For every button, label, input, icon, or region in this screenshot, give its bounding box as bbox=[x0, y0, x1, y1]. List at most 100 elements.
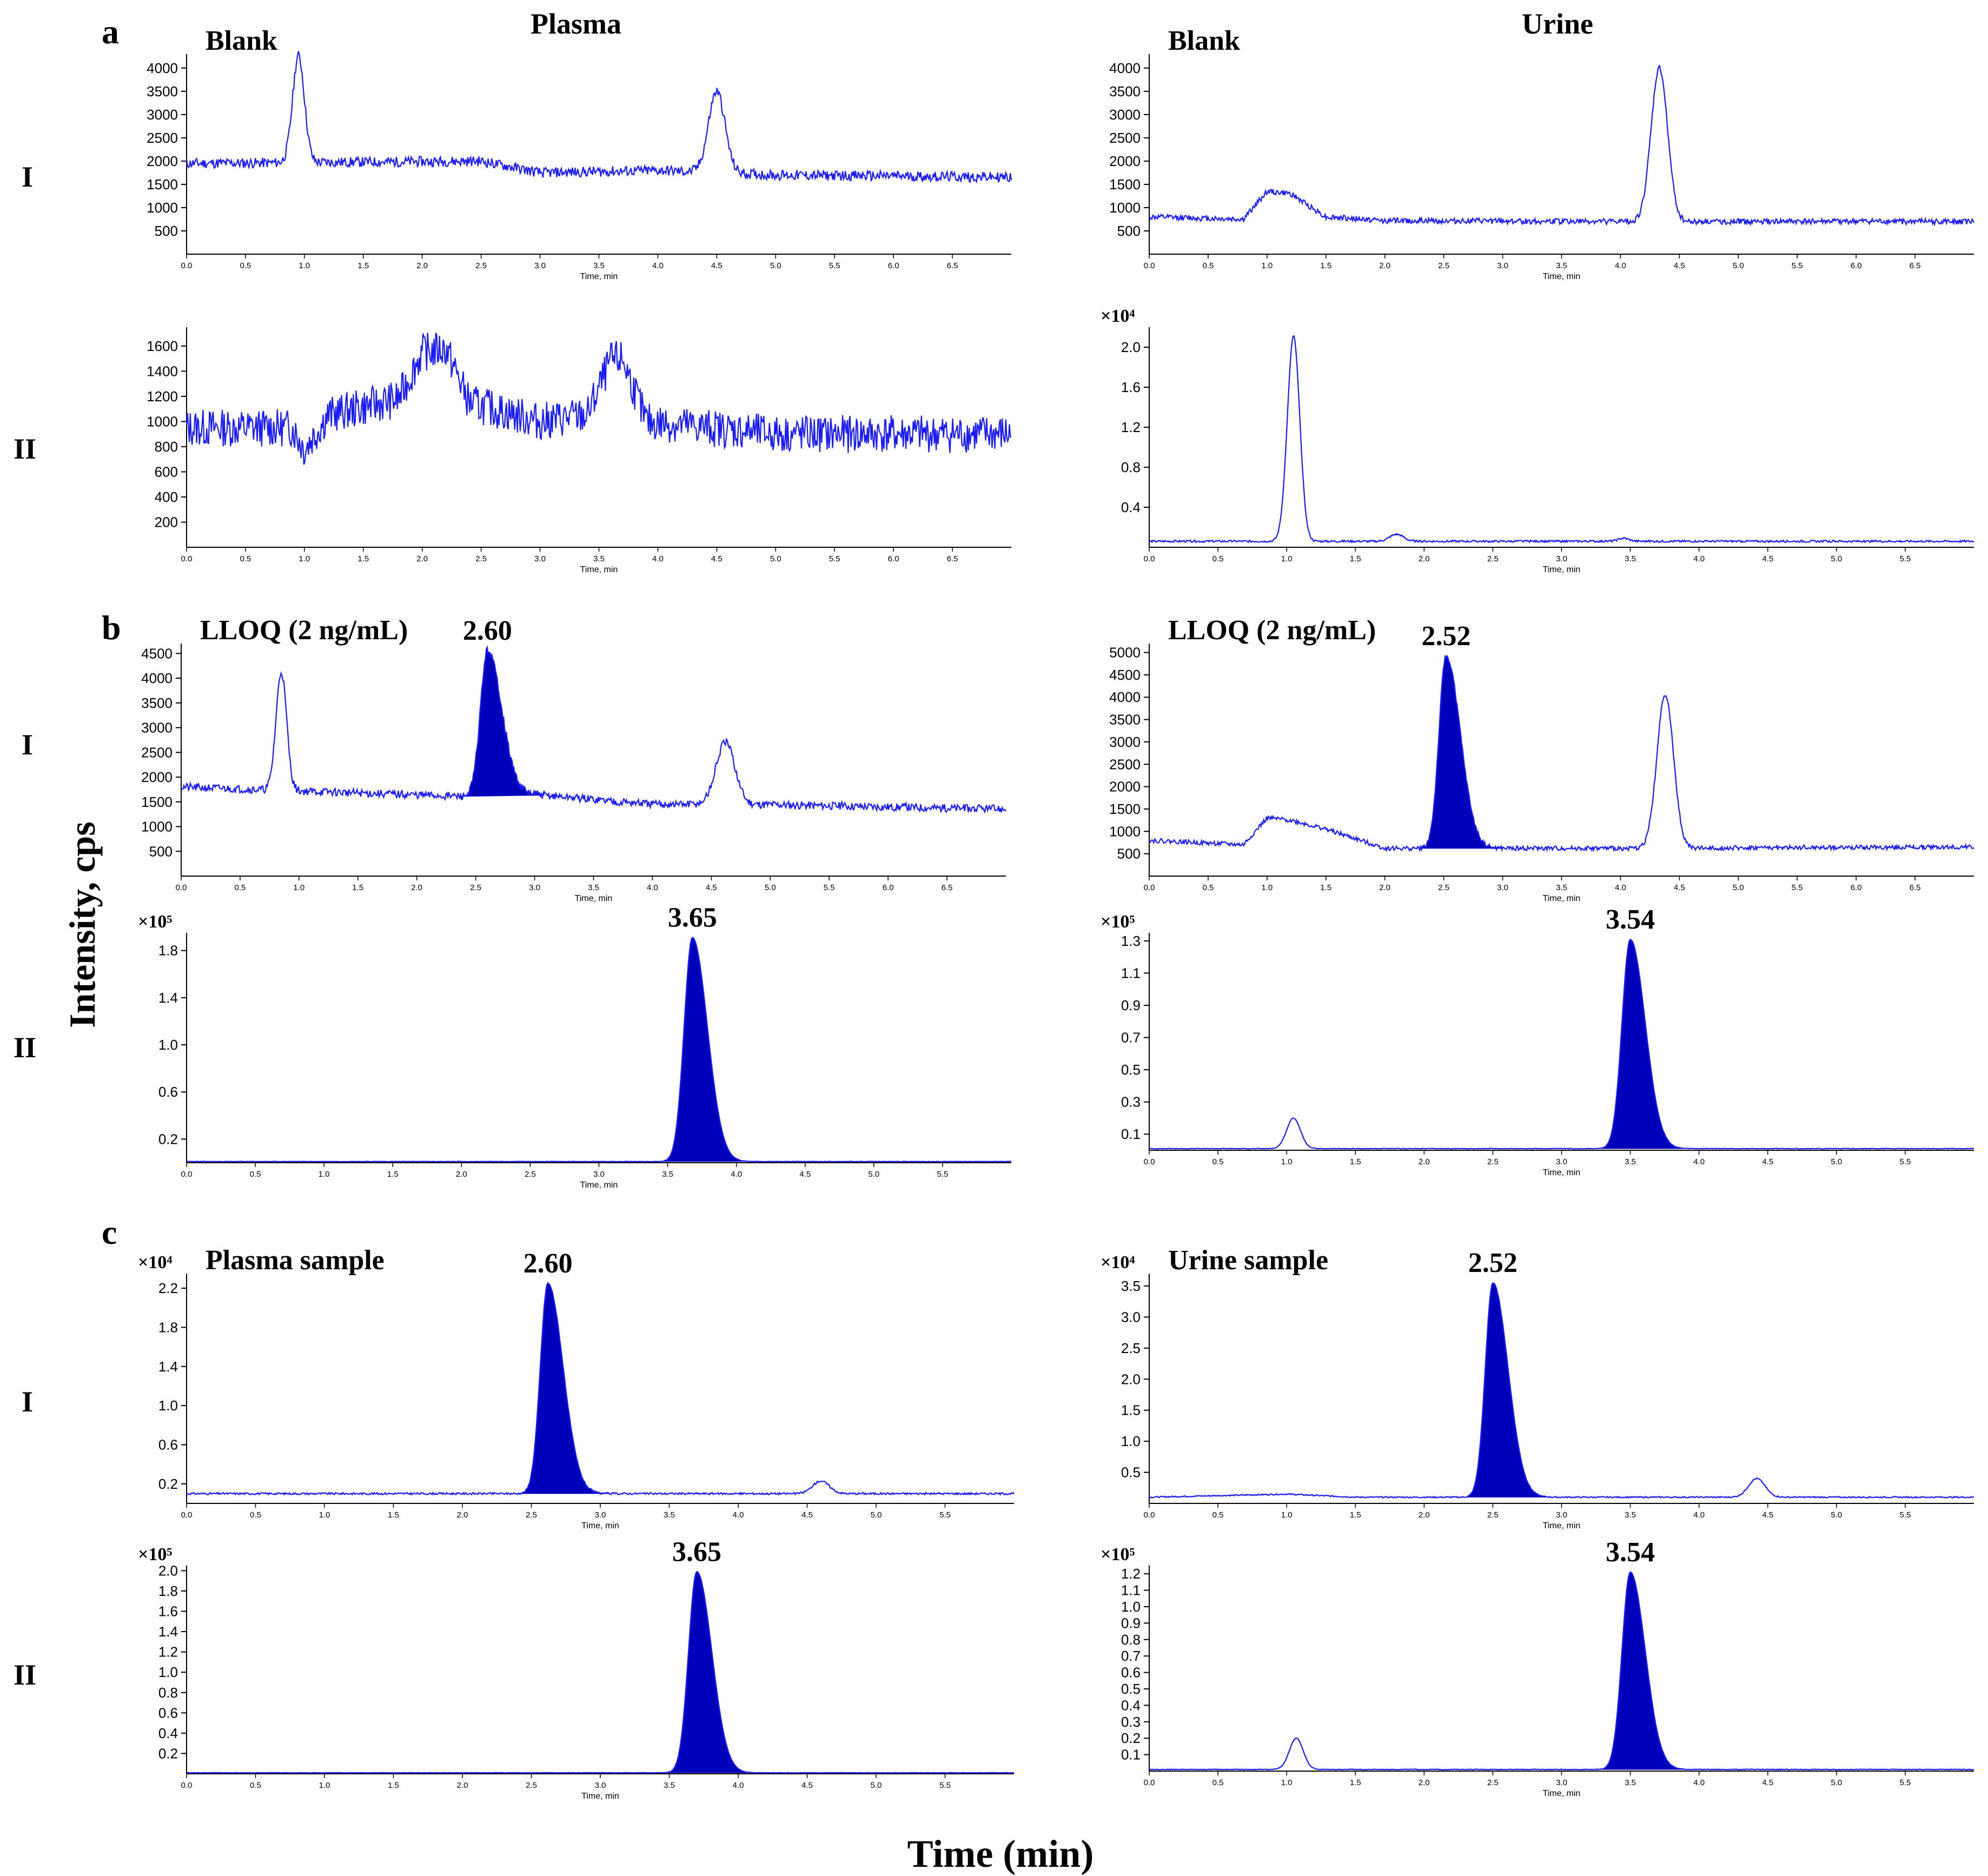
x-tick-label: 2.5 bbox=[1487, 1157, 1499, 1166]
x-axis-label: Time (min) bbox=[907, 1832, 1094, 1875]
x-tick-label: 1.5 bbox=[1350, 1157, 1361, 1166]
x-tick-label: 3.5 bbox=[593, 261, 605, 270]
x-tick-label: 1.5 bbox=[388, 1510, 399, 1520]
y-tick-label: 1.0 bbox=[158, 1037, 178, 1053]
x-tick-label: 2.0 bbox=[416, 261, 428, 270]
chart-panel-a-urine-II: 0.4 0.8 1.2 1.6 2.0 0.0 0.5 1.0 1.5 2.0 2.5 3.0 3.5 4… bbox=[1101, 306, 1974, 574]
y-tick-label: 0.6 bbox=[1121, 1665, 1141, 1681]
y-tick-label: 5000 bbox=[1109, 645, 1141, 661]
x-tick-label: 3.5 bbox=[1556, 261, 1567, 270]
section-letter-c: c bbox=[102, 1213, 117, 1251]
x-tick-label: 5.5 bbox=[1899, 1778, 1911, 1787]
x-tick-label: 0.0 bbox=[181, 261, 193, 270]
y-tick-label: 200 bbox=[155, 514, 178, 530]
y-exponent-label: ×10⁴ bbox=[1101, 306, 1135, 326]
x-tick-label: 3.5 bbox=[1625, 554, 1636, 564]
y-tick-label: 1200 bbox=[147, 388, 178, 405]
y-tick-label: 1000 bbox=[1109, 823, 1141, 839]
y-tick-label: 3.0 bbox=[1121, 1309, 1141, 1325]
y-tick-label: 0.8 bbox=[1121, 1632, 1141, 1648]
y-tick-label: 500 bbox=[155, 223, 178, 239]
x-tick-label: 5.0 bbox=[871, 1510, 882, 1520]
section-letter-b: b bbox=[102, 608, 121, 647]
y-tick-label: 1.4 bbox=[158, 1358, 178, 1375]
x-tick-label: 5.5 bbox=[1899, 1510, 1911, 1520]
x-tick-label: 1.5 bbox=[387, 1170, 399, 1179]
x-tick-label: 2.0 bbox=[1379, 261, 1390, 270]
chart-panel-a-plasma-I: 500 1000 1500 2000 2500 3000 3500 4000 0.0 0.5 1.0… bbox=[147, 25, 1012, 281]
x-tick-label: 1.0 bbox=[1281, 554, 1293, 564]
x-tick-label: 3.5 bbox=[1625, 1157, 1636, 1166]
y-tick-label: 4000 bbox=[1109, 60, 1141, 76]
chart-panel-b-urine-II: 0.1 0.3 0.5 0.7 0.9 1.1 1.3 0.0 0.5 1.0 1.5 2.0 2.5 3… bbox=[1101, 904, 1974, 1177]
x-axis-small-title: Time, min bbox=[580, 565, 618, 574]
peak-retention-label: 2.52 bbox=[1468, 1248, 1517, 1278]
y-tick-label: 500 bbox=[1117, 223, 1141, 239]
trace-line bbox=[1149, 938, 1974, 1150]
x-tick-label: 4.5 bbox=[1674, 261, 1685, 270]
x-tick-label: 6.5 bbox=[942, 883, 953, 892]
y-tick-label: 400 bbox=[155, 489, 178, 505]
x-axis-small-title: Time, min bbox=[581, 1792, 619, 1801]
y-tick-label: 1500 bbox=[141, 794, 173, 810]
sample-label: Blank bbox=[1168, 25, 1240, 56]
x-tick-label: 2.5 bbox=[1487, 1778, 1499, 1787]
y-tick-label: 3500 bbox=[1109, 83, 1141, 100]
sample-label: Blank bbox=[206, 25, 277, 56]
x-tick-label: 1.0 bbox=[299, 554, 310, 564]
y-tick-label: 1.3 bbox=[1121, 933, 1141, 949]
x-axis-small-title: Time, min bbox=[580, 272, 618, 281]
x-tick-label: 3.0 bbox=[534, 554, 546, 564]
y-tick-label: 3500 bbox=[147, 83, 178, 100]
y-tick-label: 0.4 bbox=[1121, 499, 1141, 515]
x-tick-label: 4.0 bbox=[1615, 883, 1626, 892]
y-tick-label: 1.5 bbox=[1121, 1402, 1141, 1418]
x-tick-label: 4.0 bbox=[1693, 1778, 1705, 1787]
peak-retention-label: 2.60 bbox=[523, 1248, 573, 1279]
x-axis-small-title: Time, min bbox=[1543, 894, 1581, 903]
y-tick-label: 0.7 bbox=[1121, 1648, 1141, 1664]
x-tick-label: 1.0 bbox=[319, 1170, 330, 1179]
x-tick-label: 5.5 bbox=[1899, 1157, 1911, 1166]
x-tick-label: 0.0 bbox=[181, 554, 193, 564]
peak-retention-label: 2.52 bbox=[1422, 621, 1471, 652]
y-tick-label: 4000 bbox=[147, 60, 178, 76]
y-tick-label: 1.0 bbox=[1121, 1599, 1141, 1615]
x-tick-label: 2.5 bbox=[1438, 261, 1449, 270]
x-tick-label: 3.0 bbox=[595, 1510, 606, 1520]
x-tick-label: 0.0 bbox=[1144, 883, 1155, 892]
y-tick-label: 0.1 bbox=[1121, 1126, 1141, 1142]
peak-retention-label: 3.65 bbox=[672, 1536, 721, 1567]
trace-label-b-I: I bbox=[22, 728, 33, 761]
x-tick-label: 0.5 bbox=[1212, 1778, 1224, 1787]
y-tick-label: 1600 bbox=[147, 338, 178, 354]
x-tick-label: 0.5 bbox=[1212, 1510, 1224, 1520]
y-tick-label: 2000 bbox=[147, 153, 178, 169]
x-tick-label: 1.0 bbox=[1261, 261, 1273, 270]
peak-retention-label: 3.54 bbox=[1606, 1537, 1655, 1568]
x-tick-label: 6.5 bbox=[947, 554, 958, 564]
x-axis-small-title: Time, min bbox=[580, 1181, 618, 1190]
chart-panel-c-urine-II: 0.10.20.30.40.50.60.70.80.91.01.11.20.0 0… bbox=[1101, 1537, 1974, 1798]
x-tick-label: 5.5 bbox=[829, 554, 840, 564]
x-tick-label: 5.0 bbox=[868, 1170, 879, 1179]
x-axis-small-title: Time, min bbox=[581, 1521, 619, 1530]
y-tick-label: 0.2 bbox=[1121, 1730, 1141, 1746]
y-tick-label: 0.3 bbox=[1121, 1094, 1141, 1110]
y-tick-label: 0.7 bbox=[1121, 1030, 1141, 1046]
x-tick-label: 0.0 bbox=[1144, 1157, 1155, 1166]
x-tick-label: 5.5 bbox=[824, 883, 835, 892]
x-tick-label: 5.0 bbox=[871, 1781, 882, 1790]
x-tick-label: 3.5 bbox=[664, 1781, 675, 1790]
y-tick-label: 800 bbox=[155, 439, 178, 455]
x-axis-small-title: Time, min bbox=[1543, 1521, 1581, 1530]
x-tick-label: 4.0 bbox=[647, 883, 658, 892]
x-tick-label: 5.0 bbox=[1733, 261, 1744, 270]
x-tick-label: 0.0 bbox=[1144, 1778, 1155, 1787]
trace-label-b-II: II bbox=[14, 1031, 36, 1064]
y-tick-label: 4000 bbox=[141, 670, 173, 686]
y-tick-label: 0.2 bbox=[158, 1131, 178, 1147]
y-tick-label: 1.0 bbox=[158, 1397, 178, 1414]
x-tick-label: 3.0 bbox=[1556, 1510, 1567, 1520]
x-tick-label: 2.5 bbox=[526, 1781, 537, 1790]
